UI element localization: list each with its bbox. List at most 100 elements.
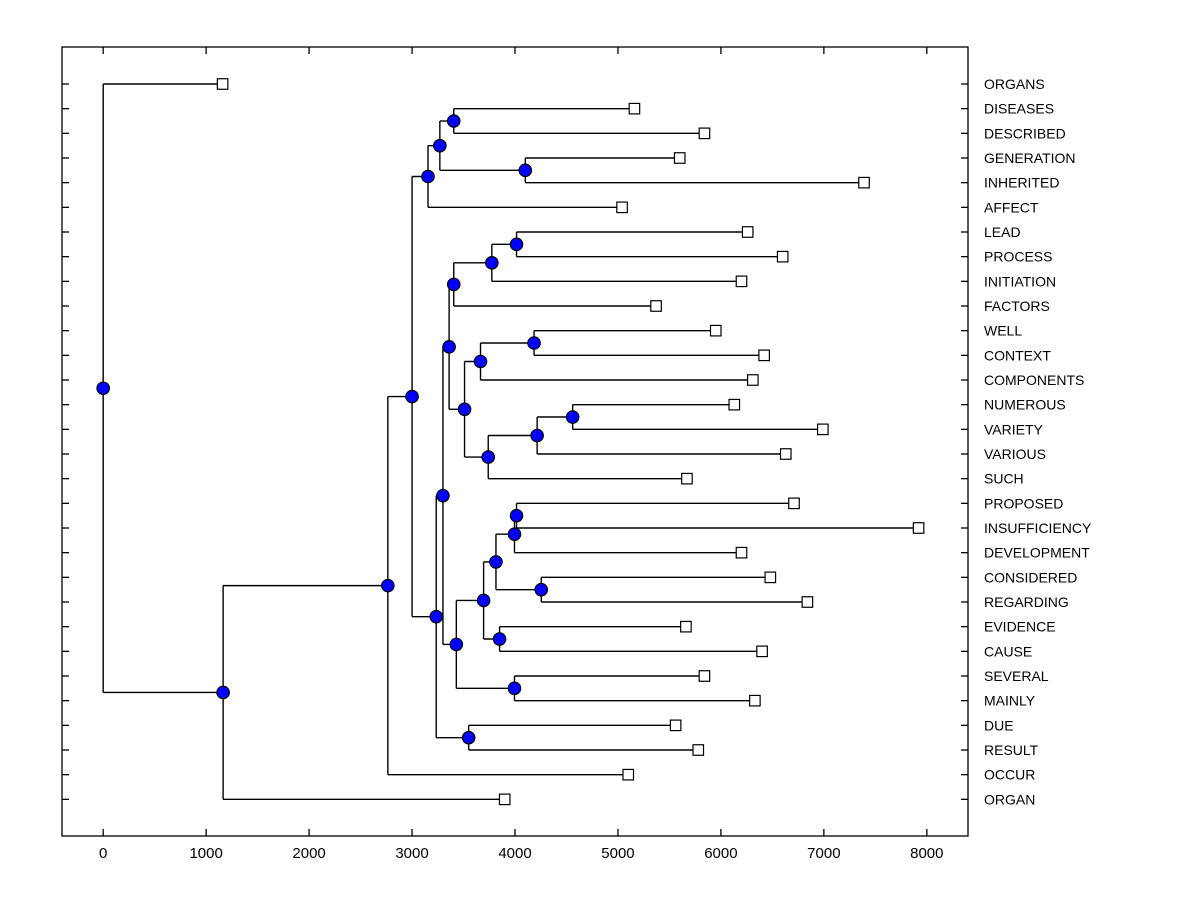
leaf-label: MAINLY	[984, 693, 1036, 709]
internal-node-marker	[446, 114, 461, 128]
internal-node-marker	[436, 488, 450, 503]
leaf-marker	[756, 645, 768, 658]
internal-node-marker	[381, 578, 395, 593]
internal-node-marker	[509, 508, 524, 523]
internal-node-marker	[442, 340, 456, 354]
leaf-label: EVIDENCE	[984, 619, 1056, 635]
leaf-label: ORGAN	[984, 791, 1035, 807]
internal-node-marker	[492, 632, 507, 646]
leaf-label: FACTORS	[984, 298, 1050, 314]
leaf-label: DISEASES	[984, 101, 1054, 117]
leaf-marker	[858, 176, 870, 189]
leaf-label: COMPONENTS	[984, 372, 1084, 388]
leaf-marker	[709, 324, 722, 337]
leaf-label: AFFECT	[984, 199, 1039, 215]
leaf-label: PROCESS	[984, 249, 1052, 265]
leaf-label: VARIETY	[984, 421, 1044, 437]
leaf-label: VARIOUS	[984, 446, 1046, 462]
leaf-label: NUMEROUS	[984, 397, 1066, 413]
leaf-marker	[681, 472, 693, 485]
x-tick-label: 7000	[807, 845, 840, 862]
leaf-marker	[912, 522, 925, 534]
leaf-marker	[764, 571, 777, 584]
x-tick-label: 3000	[395, 845, 428, 862]
leaf-marker	[749, 694, 761, 707]
leaf-marker	[698, 670, 711, 682]
internal-node-marker	[565, 410, 580, 424]
internal-node-marker	[421, 169, 435, 184]
leaf-marker	[692, 744, 705, 756]
leaf-marker	[816, 423, 829, 436]
internal-node-marker	[518, 163, 533, 178]
x-tick-label: 6000	[704, 845, 737, 862]
leaf-marker	[650, 300, 662, 312]
internal-node-marker	[96, 381, 110, 396]
leaf-label: WELL	[984, 323, 1022, 339]
internal-node-marker	[481, 450, 496, 464]
internal-node-marker	[509, 237, 524, 252]
x-tick-label: 8000	[910, 845, 943, 862]
leaf-marker	[616, 201, 628, 214]
leaf-marker	[735, 546, 748, 559]
internal-node-marker	[449, 637, 464, 652]
internal-node-marker	[507, 527, 522, 541]
x-tick-label: 0	[99, 845, 107, 862]
leaf-label: GENERATION	[984, 150, 1076, 166]
x-tick-label: 5000	[601, 845, 634, 862]
leaf-label: INSUFFICIENCY	[984, 520, 1092, 536]
internal-node-marker	[507, 681, 522, 696]
leaf-label: DESCRIBED	[984, 125, 1066, 141]
leaf-marker	[673, 152, 686, 164]
leaf-marker	[779, 448, 792, 460]
leaf-marker	[669, 719, 682, 732]
leaf-marker	[680, 620, 692, 633]
leaf-label: INHERITED	[984, 175, 1059, 191]
leaf-label: DUE	[984, 717, 1014, 733]
leaf-label: DEVELOPMENT	[984, 545, 1090, 561]
leaf-label: PROPOSED	[984, 495, 1063, 511]
leaf-label: LEAD	[984, 224, 1021, 240]
internal-node-marker	[457, 402, 472, 417]
leaf-label: CONSIDERED	[984, 569, 1077, 585]
internal-node-marker	[530, 428, 544, 443]
internal-node-marker	[527, 336, 541, 350]
leaf-marker	[788, 497, 800, 510]
leaf-marker	[758, 349, 771, 362]
internal-node-marker	[534, 582, 549, 597]
internal-node-marker	[485, 256, 499, 270]
leaf-marker	[735, 275, 748, 288]
leaf-label: REGARDING	[984, 594, 1069, 610]
internal-node-marker	[433, 138, 447, 153]
internal-node-marker	[216, 685, 230, 700]
leaf-label: RESULT	[984, 742, 1039, 758]
x-tick-label: 2000	[292, 845, 325, 862]
x-tick-label: 4000	[498, 845, 531, 862]
leaf-marker	[216, 78, 229, 90]
leaf-marker	[622, 768, 635, 781]
leaf-label: SEVERAL	[984, 668, 1049, 684]
leaf-marker	[628, 102, 641, 115]
leaf-marker	[498, 793, 511, 806]
leaf-label: CONTEXT	[984, 347, 1051, 363]
internal-node-marker	[446, 277, 461, 292]
internal-node-marker	[489, 555, 503, 569]
leaf-marker	[776, 250, 789, 263]
leaf-label: ORGANS	[984, 76, 1045, 92]
leaf-marker	[698, 127, 711, 140]
leaf-label: CAUSE	[984, 643, 1032, 659]
leaf-marker	[801, 596, 814, 608]
leaf-marker	[746, 374, 759, 386]
leaf-label: OCCUR	[984, 767, 1035, 783]
internal-node-marker	[429, 609, 444, 624]
leaf-label: SUCH	[984, 471, 1024, 487]
x-tick-label: 1000	[189, 845, 222, 862]
leaf-marker	[728, 398, 741, 411]
internal-node-marker	[461, 730, 476, 745]
leaf-marker	[741, 226, 754, 238]
internal-node-marker	[473, 354, 488, 369]
internal-node-marker	[476, 593, 491, 608]
leaf-label: INITIATION	[984, 273, 1056, 289]
internal-node-marker	[405, 389, 419, 404]
